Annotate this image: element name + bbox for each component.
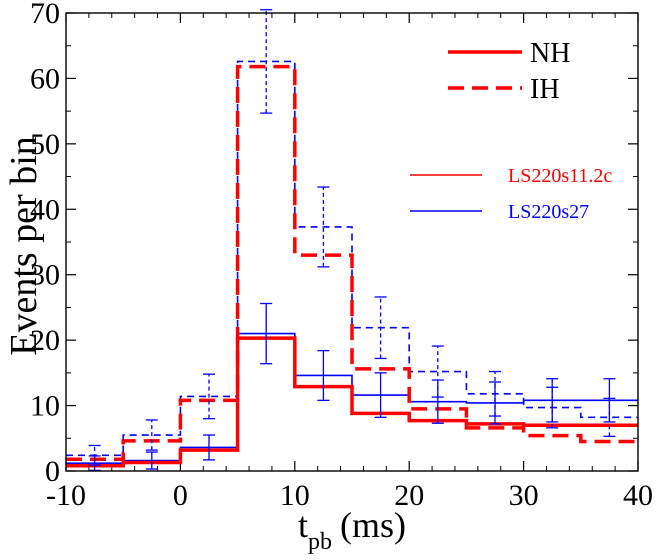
y-tick-label: 60 (30, 62, 60, 95)
y-tick-label: 20 (30, 324, 60, 357)
legend-models: LS220s11.2c LS220s27 (410, 165, 612, 223)
legend-nh-label: NH (530, 38, 570, 69)
y-tick-label: 50 (30, 128, 60, 161)
x-axis-label-subscript: pb (308, 529, 332, 555)
x-axis-label-main: t (298, 505, 308, 545)
series-layer (66, 60, 638, 468)
x-tick-label: 0 (173, 479, 188, 512)
x-axis-label-units: (ms) (340, 505, 406, 545)
y-tick-label: 10 (30, 390, 60, 423)
x-tick-label: 10 (280, 479, 310, 512)
series-line-ls220s112c-nh (66, 336, 638, 468)
series-line-ls220s112c-ih (66, 64, 638, 461)
legend-hierarchy: NH IH (448, 38, 570, 105)
y-tick-label: 30 (30, 259, 60, 292)
y-tick-label: 0 (45, 455, 60, 488)
y-tick-label: 70 (30, 0, 60, 30)
y-axis-label: Events per bin (3, 136, 45, 356)
x-tick-label: 40 (623, 479, 653, 512)
y-tick-label: 40 (30, 193, 60, 226)
error-bars (88, 9, 616, 471)
plot-frame (65, 12, 639, 472)
x-axis-label: tpb (ms) (298, 505, 406, 555)
legend-model-red-label: LS220s11.2c (508, 165, 612, 187)
x-tick-label: -10 (46, 479, 86, 512)
legend-ih-label: IH (530, 74, 560, 105)
x-tick-label: 30 (509, 479, 539, 512)
x-tick-label: 20 (394, 479, 424, 512)
legend-model-blue-label: LS220s27 (508, 201, 589, 223)
